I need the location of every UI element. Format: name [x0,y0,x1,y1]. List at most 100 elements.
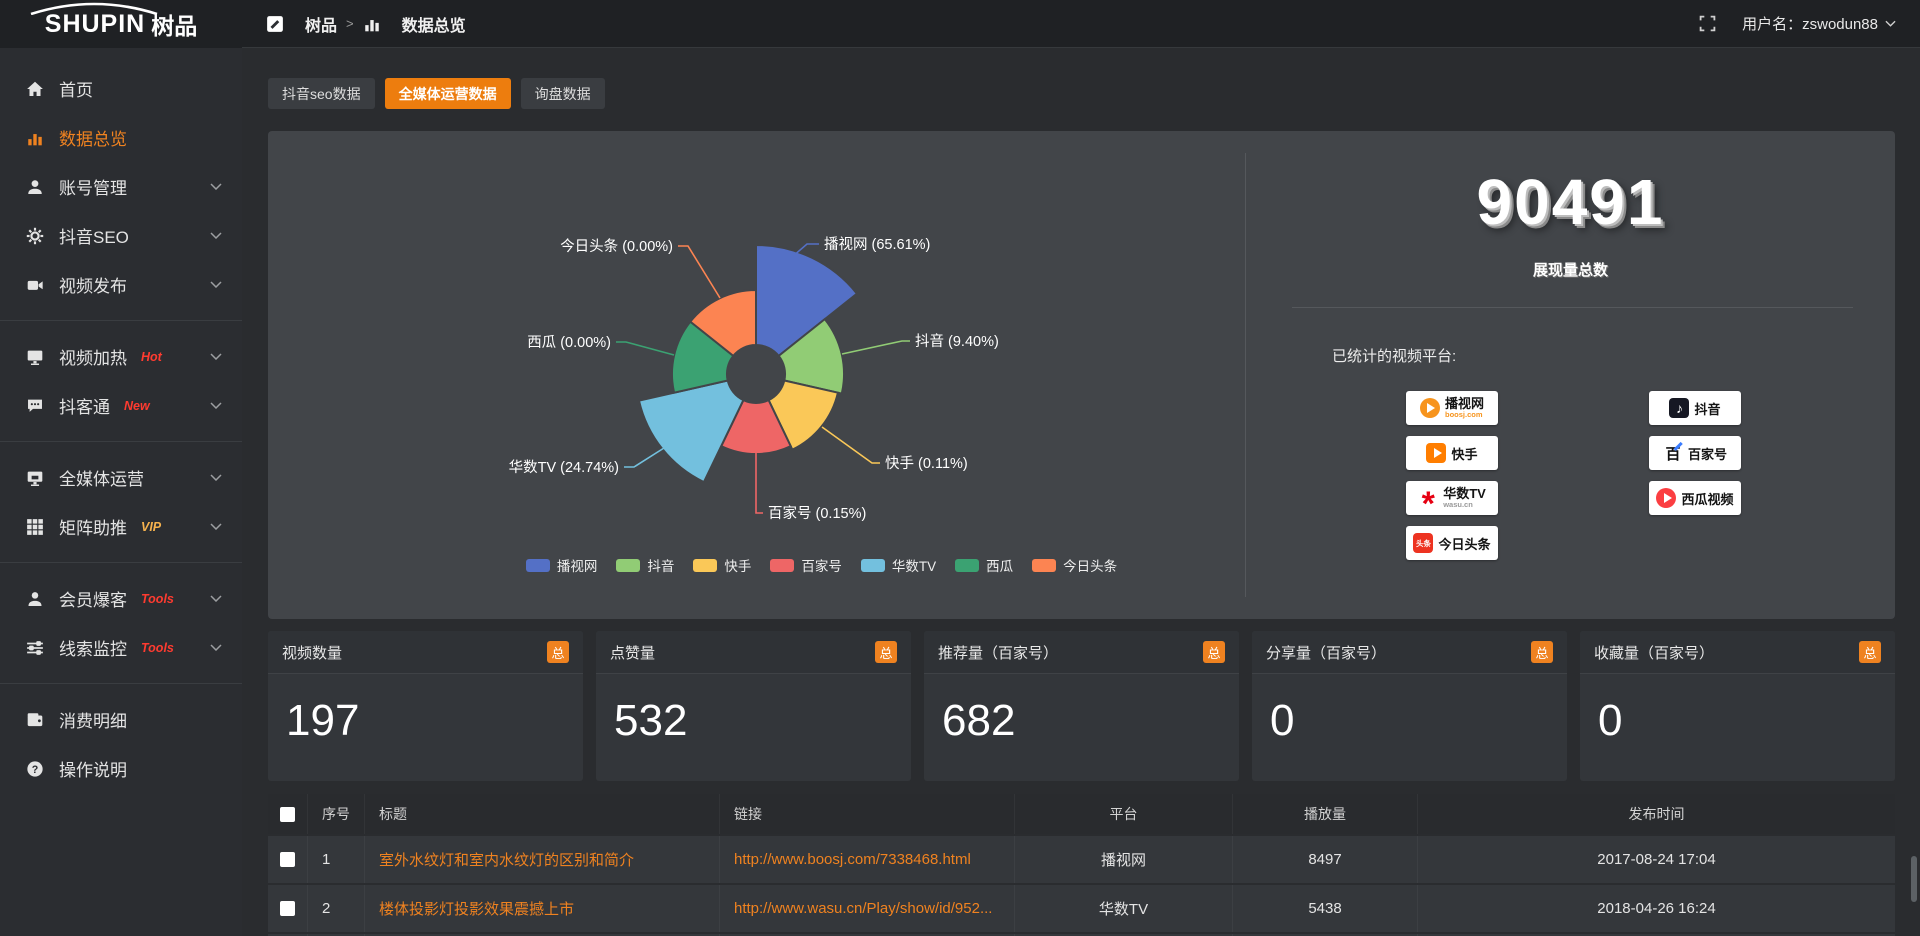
app-logo: SHUPIN 树品 [0,0,242,48]
empty-cell [1233,934,1418,936]
pie-sector-华数TV[interactable] [637,379,745,484]
row-checkbox[interactable] [280,901,295,916]
stat-card-title: 点赞量 [610,644,656,662]
row-title-link[interactable]: 楼体投影灯投影效果震撼上市 [365,885,720,932]
sidebar-item-视频加热[interactable]: 视频加热 Hot [0,332,242,381]
legend-swatch [770,558,795,572]
bar-chart-icon [26,129,44,147]
table-row: 1 室外水纹灯和室内水纹灯的区别和简介 http://www.boosj.com/7… [268,836,1895,883]
row-time: 2018-04-26 16:24 [1597,900,1716,917]
empty-cell [268,934,308,936]
scrollbar-thumb[interactable] [1911,856,1917,902]
breadcrumb-root-label: 树品 [305,17,338,35]
pie-sector-西瓜[interactable] [671,320,735,394]
legend-label: 百家号 [801,559,842,574]
legend-item-今日头条[interactable]: 今日头条 [1032,555,1117,575]
sidebar-item-会员爆客[interactable]: 会员爆客 Tools [0,574,242,623]
stat-card-header: 收藏量（百家号） 总 [1580,631,1895,674]
legend-label: 播视网 [556,559,598,574]
empty-cell [365,934,720,936]
legend-item-百家号[interactable]: 百家号 [770,555,842,575]
logo-text-cn: 树品 [151,13,198,39]
pie-sector-今日头条[interactable] [688,288,757,358]
breadcrumb-page[interactable]: 数据总览 [363,12,466,36]
topbar-right: 用户名：zswodun88 [1699,13,1896,34]
breadcrumb-separator: > [346,16,354,31]
total-impressions-label: 展现量总数 [1532,262,1608,279]
empty-cell [720,934,1015,936]
breadcrumb-root[interactable]: 树品 [266,12,337,36]
fullscreen-icon[interactable] [1699,15,1716,32]
platform-name: 播视网 [1444,395,1484,411]
stat-card-title: 收藏量（百家号） [1594,644,1715,662]
pie-sector-百家号[interactable] [719,398,793,456]
stat-card-title: 分享量（百家号） [1266,644,1387,662]
question-icon: ? [26,760,44,778]
legend-item-华数TV[interactable]: 华数TV [860,555,936,575]
sidebar-item-线索监控[interactable]: 线索监控 Tools [0,623,242,672]
row-plays: 5438 [1233,885,1418,932]
sidebar-item-全媒体运营[interactable]: 全媒体运营 [0,453,242,502]
stat-card-value: 0 [1598,696,1623,745]
pie-sector-抖音[interactable] [777,317,845,395]
sidebar-item-badge: Tools [141,591,174,606]
username-label: 用户名：zswodun88 [1742,16,1878,33]
platform-name: 抖音 [1694,401,1721,417]
sidebar-item-首页[interactable]: 首页 [0,64,242,113]
row-checkbox[interactable] [280,852,295,867]
pie-leader-line [624,447,665,468]
legend-label: 抖音 [647,559,675,574]
screen-icon [26,348,44,366]
baijiahao-logo: 百 [1662,443,1683,463]
row-url-link[interactable]: http://www.wasu.cn/Play/show/id/952... [720,885,1015,932]
douyin-logo [1669,398,1690,418]
column-header-平台: 平台 [1015,794,1233,834]
pie-sector-快手[interactable] [767,379,840,452]
stat-card-value: 197 [286,696,360,745]
sidebar-item-账号管理[interactable]: 账号管理 [0,162,242,211]
pie-sector-播视网[interactable] [755,243,859,358]
pie-label-快手: 快手 (0.11%) [885,455,968,472]
topbar: 树品 > 数据总览 用户名：zswodun88 [242,0,1920,48]
stat-card-收藏量（百家号）: 收藏量（百家号） 总 0 [1580,631,1895,781]
legend-label: 西瓜 [986,559,1014,574]
row-checkbox-cell [268,836,308,883]
select-all-checkbox[interactable] [280,806,295,822]
legend-item-抖音[interactable]: 抖音 [616,555,674,575]
legend-item-播视网[interactable]: 播视网 [525,555,598,575]
rose-pie-chart: 播视网 (65.61%) 抖音 (9.40%) 快手 (0.11%) 百家号 (0.1… [509,236,999,522]
tab-全媒体运营数据[interactable]: 全媒体运营数据 [384,78,511,109]
legend-item-西瓜[interactable]: 西瓜 [955,555,1013,575]
grid-icon [26,518,44,536]
tab-抖音seo数据[interactable]: 抖音seo数据 [268,78,375,109]
row-url-link[interactable]: http://www.boosj.com/7338468.html [720,836,1015,883]
column-header-标题: 标题 [365,794,720,834]
legend-item-快手[interactable]: 快手 [693,555,751,575]
user-menu[interactable]: 用户名：zswodun88 [1742,13,1896,34]
svg-text:?: ? [32,763,39,775]
pie-label-西瓜: 西瓜 (0.00%) [527,335,611,351]
row-checkbox-cell [268,885,308,932]
sidebar-item-抖客通[interactable]: 抖客通 New [0,381,242,430]
sidebar-item-矩阵助推[interactable]: 矩阵助推 VIP [0,502,242,551]
stat-card-header: 点赞量 总 [596,631,911,674]
sidebar-item-视频发布[interactable]: 视频发布 [0,260,242,309]
sidebar-item-抖音SEO[interactable]: 抖音SEO [0,211,242,260]
sidebar-item-label: 操作说明 [59,761,127,780]
tab-询盘数据[interactable]: 询盘数据 [520,78,605,109]
legend-label: 快手 [724,559,752,574]
sidebar-item-消费明细[interactable]: 消费明细 [0,695,242,744]
sidebar-item-label: 全媒体运营 [59,470,144,489]
pie-label-播视网: 播视网 (65.61%) [824,236,930,253]
xigua-logo [1656,488,1677,508]
table-header-checkbox-cell [268,794,308,834]
row-no: 2 [308,885,365,932]
row-title-link[interactable]: 室外水纹灯和室内水纹灯的区别和简介 [365,836,720,883]
pie-label-今日头条: 今日头条 (0.00%) [560,238,673,255]
sidebar-item-操作说明[interactable]: ? 操作说明 [0,744,242,793]
sidebar-item-数据总览[interactable]: 数据总览 [0,113,242,162]
pie-leader-line [841,340,910,355]
platform-badge-快手: 快手 [1406,436,1498,470]
